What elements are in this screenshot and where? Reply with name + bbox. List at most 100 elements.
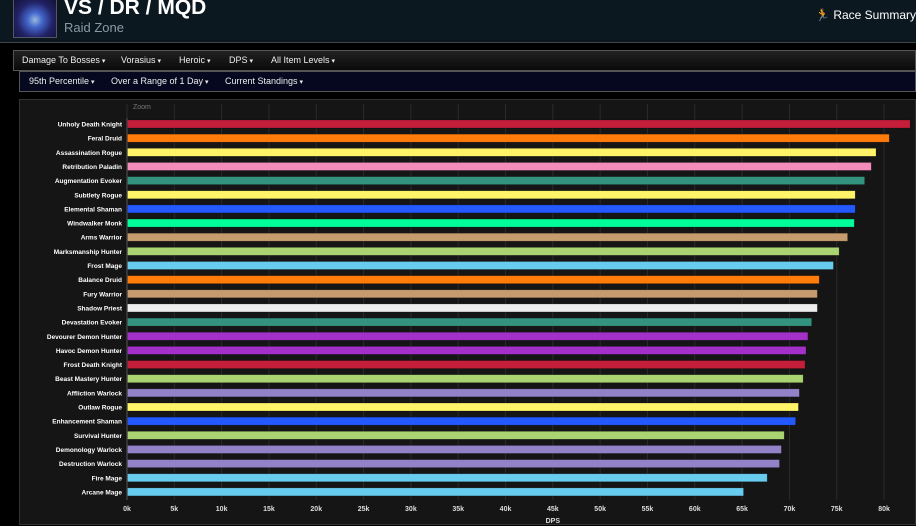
bar-demonology-warlock <box>127 445 782 454</box>
bar-devastation-evoker <box>127 317 812 327</box>
category-label: Beast Mastery Hunter <box>55 376 122 383</box>
category-label: Arcane Mage <box>82 489 123 496</box>
filter-dropdown-all-item-levels[interactable]: All Item Levels ▾ <box>271 54 335 68</box>
category-label: Outlaw Rogue <box>78 405 122 412</box>
x-tick-label: 80k <box>878 506 890 513</box>
bar-retribution-paladin <box>127 162 872 171</box>
filter-dropdown-95th-percentile[interactable]: 95th Percentile ▾ <box>29 75 95 89</box>
bar-fire-mage <box>127 473 768 483</box>
bar-feral-druid <box>127 133 890 143</box>
filter-bar-secondary: 95th Percentile ▾ Over a Range of 1 Day ▾… <box>19 71 916 92</box>
bar-balance-druid <box>127 275 820 284</box>
chart-panel: 0k 5k 10k 15k 20k 25k 30k 35k 40k 45k 50k 55k 60k 65k… <box>19 99 916 525</box>
chevron-down-icon: ▾ <box>205 58 211 65</box>
category-label: Elemental Shaman <box>64 206 122 213</box>
category-label: Balance Druid <box>78 277 122 284</box>
category-label: Retribution Paladin <box>62 164 122 171</box>
page-subtitle: Raid Zone <box>64 20 124 35</box>
x-axis-title: DPS <box>546 518 561 525</box>
bar-assassination-rogue <box>127 147 877 157</box>
category-label: Affliction Warlock <box>67 390 122 397</box>
category-label: Demonology Warlock <box>56 447 123 454</box>
filter-label: Current Standings <box>225 76 298 86</box>
header: VS / DR / MQD Raid Zone 🏃 Race Summary <box>0 0 916 43</box>
chevron-down-icon: ▾ <box>99 58 106 65</box>
filter-dropdown-vorasius[interactable]: Vorasius ▾ <box>121 54 161 68</box>
bar-frost-mage <box>127 261 834 270</box>
x-tick-label: 35k <box>452 506 464 513</box>
category-label: Marksmanship Hunter <box>54 249 123 256</box>
category-label: Fire Mage <box>92 475 123 482</box>
filter-label: Heroic <box>179 55 206 65</box>
bar-devourer-demon-hunter <box>127 331 809 341</box>
filter-dropdown-damage-to-bosses[interactable]: Damage To Bosses ▾ <box>22 54 105 68</box>
running-person-icon: 🏃 <box>815 8 830 22</box>
x-tick-label: 20k <box>310 506 322 513</box>
bar-shadow-priest <box>127 303 818 313</box>
bar-arms-warrior <box>127 232 848 242</box>
filter-label: 95th Percentile <box>29 76 90 86</box>
bar-outlaw-rogue <box>127 402 799 412</box>
bar-frost-death-knight <box>127 360 806 369</box>
x-tick-label: 10k <box>216 506 228 513</box>
filter-bar-primary: Damage To Bosses ▾ Vorasius ▾ Heroic ▾ DPS … <box>13 50 916 71</box>
filter-dropdown-over-a-range-of-1-day[interactable]: Over a Range of 1 Day ▾ <box>111 75 209 89</box>
filter-dropdown-heroic[interactable]: Heroic ▾ <box>179 54 210 68</box>
race-summary-link[interactable]: 🏃 Race Summary <box>815 8 916 22</box>
filter-label: Over a Range of 1 Day <box>111 76 204 86</box>
page-title: VS / DR / MQD <box>64 0 207 19</box>
x-tick-label: 5k <box>170 506 178 513</box>
category-label: Havoc Demon Hunter <box>56 348 123 355</box>
x-tick-label: 55k <box>642 506 654 513</box>
filter-label: All Item Levels <box>271 55 330 65</box>
bar-windwalker-monk <box>127 218 855 228</box>
chevron-down-icon: ▾ <box>247 58 253 65</box>
x-tick-label: 70k <box>784 506 796 513</box>
bar-survival-hunter <box>127 430 785 440</box>
bar-unholy-death-knight <box>127 119 911 129</box>
bar-beast-mastery-hunter <box>127 374 804 384</box>
category-label: Survival Hunter <box>74 433 123 440</box>
chevron-down-icon: ▾ <box>89 79 95 86</box>
category-label: Devourer Demon Hunter <box>47 334 123 341</box>
bar-enhancement-shaman <box>127 416 796 426</box>
dps-bar-chart: 0k 5k 10k 15k 20k 25k 30k 35k 40k 45k 50k 55k 60k 65k… <box>47 104 911 525</box>
race-summary-label: Race Summary <box>833 8 916 22</box>
filter-dropdown-current-standings[interactable]: Current Standings ▾ <box>225 75 303 89</box>
filter-label: DPS <box>229 55 248 65</box>
category-label: Frost Death Knight <box>64 362 123 369</box>
chevron-down-icon: ▾ <box>297 79 304 86</box>
category-label: Arms Warrior <box>81 235 123 242</box>
category-label: Subtlety Rogue <box>74 192 122 199</box>
category-label: Devastation Evoker <box>62 320 123 327</box>
category-label: Windwalker Monk <box>67 221 122 228</box>
chevron-down-icon: ▾ <box>329 58 335 65</box>
bar-elemental-shaman <box>127 204 856 214</box>
zone-image <box>13 0 57 38</box>
bar-marksmanship-hunter <box>127 247 840 256</box>
x-tick-label: 45k <box>547 506 559 513</box>
x-tick-label: 30k <box>405 506 417 513</box>
zoom-label: Zoom <box>133 104 151 111</box>
x-tick-label: 40k <box>500 506 512 513</box>
x-tick-label: 15k <box>263 506 275 513</box>
category-label: Feral Druid <box>88 136 122 143</box>
x-tick-label: 65k <box>736 506 748 513</box>
category-label: Destruction Warlock <box>59 461 122 468</box>
bar-havoc-demon-hunter <box>127 346 807 355</box>
chevron-down-icon: ▾ <box>155 58 161 65</box>
bar-augmentation-evoker <box>127 176 865 185</box>
category-label: Shadow Priest <box>77 305 123 312</box>
x-tick-label: 60k <box>689 506 701 513</box>
x-tick-label: 0k <box>123 506 131 513</box>
category-label: Assassination Rogue <box>56 150 122 157</box>
bar-subtlety-rogue <box>127 190 856 200</box>
filter-dropdown-dps[interactable]: DPS ▾ <box>229 54 253 68</box>
bar-arcane-mage <box>127 487 744 497</box>
category-label: Enhancement Shaman <box>52 419 122 426</box>
category-label: Augmentation Evoker <box>55 178 123 185</box>
category-label: Frost Mage <box>87 263 122 270</box>
chevron-down-icon: ▾ <box>203 79 209 86</box>
filter-label: Vorasius <box>121 55 156 65</box>
filter-label: Damage To Bosses <box>22 55 100 65</box>
